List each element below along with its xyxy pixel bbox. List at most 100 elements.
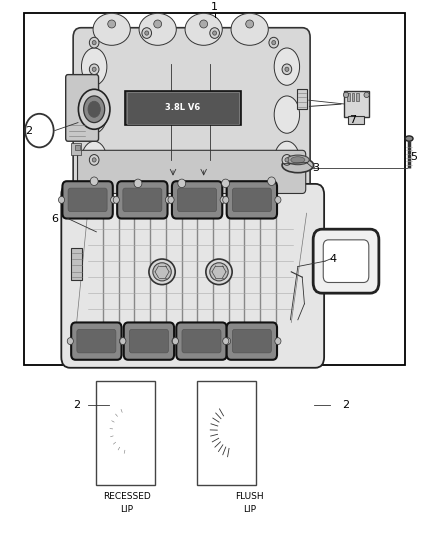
FancyBboxPatch shape xyxy=(172,181,223,219)
FancyBboxPatch shape xyxy=(178,188,216,212)
Text: FLUSH: FLUSH xyxy=(235,492,264,501)
FancyBboxPatch shape xyxy=(117,181,167,219)
Text: 7: 7 xyxy=(349,115,356,125)
Ellipse shape xyxy=(142,28,152,38)
FancyBboxPatch shape xyxy=(232,329,271,353)
Polygon shape xyxy=(209,405,230,458)
Ellipse shape xyxy=(285,158,289,162)
FancyBboxPatch shape xyxy=(68,188,107,212)
Text: 3: 3 xyxy=(312,163,319,173)
Ellipse shape xyxy=(268,177,276,185)
Ellipse shape xyxy=(110,197,117,203)
Ellipse shape xyxy=(206,259,232,285)
Ellipse shape xyxy=(185,13,223,45)
Ellipse shape xyxy=(272,41,276,45)
FancyBboxPatch shape xyxy=(313,229,379,293)
Ellipse shape xyxy=(173,338,179,344)
Ellipse shape xyxy=(81,96,107,133)
Ellipse shape xyxy=(291,157,305,163)
Text: 3.8L V6: 3.8L V6 xyxy=(166,103,201,112)
Ellipse shape xyxy=(108,20,116,28)
FancyBboxPatch shape xyxy=(227,322,277,360)
FancyBboxPatch shape xyxy=(63,181,113,219)
Ellipse shape xyxy=(93,13,131,45)
Text: 1: 1 xyxy=(211,2,218,12)
Bar xyxy=(24,13,405,365)
Ellipse shape xyxy=(25,114,53,147)
Bar xyxy=(96,381,155,485)
Ellipse shape xyxy=(210,28,219,38)
FancyBboxPatch shape xyxy=(323,240,369,282)
Ellipse shape xyxy=(220,197,226,203)
Ellipse shape xyxy=(275,338,281,344)
Text: 2: 2 xyxy=(73,400,80,410)
FancyBboxPatch shape xyxy=(61,184,324,368)
Ellipse shape xyxy=(231,13,268,45)
FancyBboxPatch shape xyxy=(227,181,277,219)
Ellipse shape xyxy=(286,155,309,165)
Ellipse shape xyxy=(89,155,99,165)
Bar xyxy=(297,89,307,109)
Ellipse shape xyxy=(154,20,162,28)
Bar xyxy=(347,93,350,101)
Ellipse shape xyxy=(84,96,105,123)
FancyBboxPatch shape xyxy=(123,188,162,212)
Ellipse shape xyxy=(119,338,125,344)
Text: LIP: LIP xyxy=(120,505,134,513)
Ellipse shape xyxy=(282,64,292,75)
Ellipse shape xyxy=(343,92,349,98)
Ellipse shape xyxy=(120,338,126,344)
Ellipse shape xyxy=(223,197,229,203)
Ellipse shape xyxy=(92,67,96,71)
Ellipse shape xyxy=(81,48,107,85)
Ellipse shape xyxy=(200,20,208,28)
FancyBboxPatch shape xyxy=(176,322,227,360)
Ellipse shape xyxy=(166,197,172,203)
Ellipse shape xyxy=(285,67,289,71)
Ellipse shape xyxy=(405,136,413,141)
Ellipse shape xyxy=(88,101,100,117)
Ellipse shape xyxy=(225,338,231,344)
Bar xyxy=(127,92,239,124)
Ellipse shape xyxy=(223,338,229,344)
FancyBboxPatch shape xyxy=(182,329,221,353)
FancyBboxPatch shape xyxy=(130,329,169,353)
Ellipse shape xyxy=(92,41,96,45)
Ellipse shape xyxy=(78,89,110,130)
Ellipse shape xyxy=(89,64,99,75)
Text: RECESSED: RECESSED xyxy=(103,492,151,501)
Bar xyxy=(348,116,364,124)
Bar xyxy=(125,91,241,125)
Bar xyxy=(71,143,81,155)
Ellipse shape xyxy=(89,37,99,48)
Bar xyxy=(352,93,354,101)
Ellipse shape xyxy=(364,92,369,98)
Ellipse shape xyxy=(139,13,176,45)
Ellipse shape xyxy=(274,141,300,179)
Ellipse shape xyxy=(222,179,230,188)
Text: 2: 2 xyxy=(25,126,32,135)
Bar xyxy=(344,91,369,117)
Bar xyxy=(356,93,359,101)
Ellipse shape xyxy=(145,31,149,35)
Text: 6: 6 xyxy=(51,214,58,223)
Bar xyxy=(75,145,80,150)
FancyBboxPatch shape xyxy=(78,150,306,193)
Ellipse shape xyxy=(90,177,98,185)
Bar xyxy=(197,381,256,485)
Ellipse shape xyxy=(246,20,254,28)
Ellipse shape xyxy=(274,48,300,85)
Text: LIP: LIP xyxy=(243,505,256,513)
Ellipse shape xyxy=(168,197,174,203)
Ellipse shape xyxy=(67,338,74,344)
Ellipse shape xyxy=(172,338,178,344)
Ellipse shape xyxy=(149,259,175,285)
FancyBboxPatch shape xyxy=(232,188,271,212)
Ellipse shape xyxy=(92,158,96,162)
Ellipse shape xyxy=(134,179,142,188)
Ellipse shape xyxy=(275,197,281,203)
Text: 4: 4 xyxy=(329,254,336,263)
Bar xyxy=(71,248,82,280)
Ellipse shape xyxy=(213,31,216,35)
FancyBboxPatch shape xyxy=(73,28,310,199)
